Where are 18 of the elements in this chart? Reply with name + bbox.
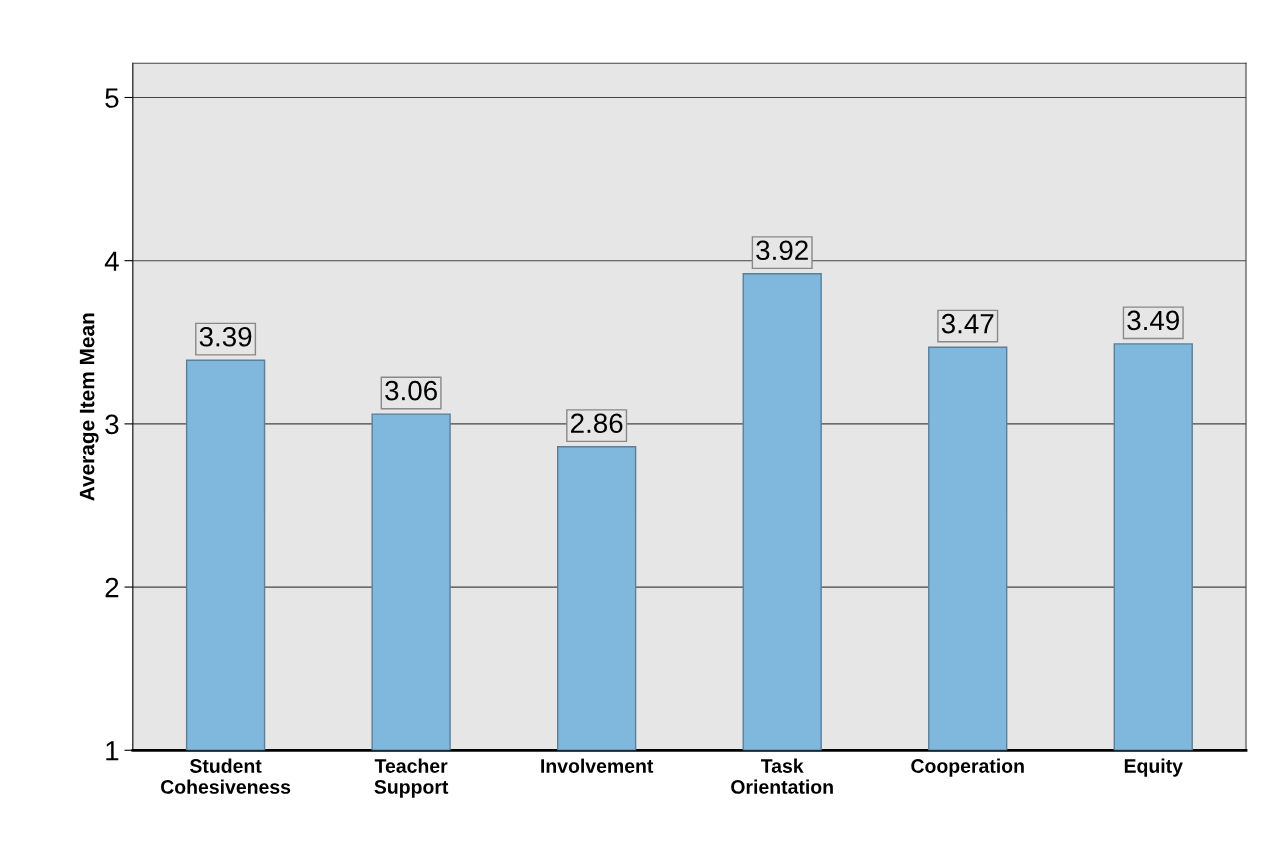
x-tick-label: Teacher Support <box>374 758 449 798</box>
y-axis-title: Average Item Mean <box>79 313 99 501</box>
data-label: 3.06 <box>385 380 437 401</box>
x-tick-label: Equity <box>1124 758 1183 777</box>
x-tick-label: Task Orientation <box>731 758 833 794</box>
data-label: 3.47 <box>941 313 994 334</box>
x-tick-label: Cooperation <box>911 758 1024 777</box>
data-label: 2.86 <box>571 413 623 434</box>
x-tick-label: Involvement <box>541 758 654 773</box>
y-tick-label: 1 <box>106 741 119 761</box>
data-label: 3.39 <box>199 326 252 347</box>
x-tick-label: Student Cohesiveness <box>161 758 291 794</box>
y-tick-label: 3 <box>105 414 119 435</box>
data-label: 3.92 <box>756 240 808 261</box>
y-tick-label: 4 <box>104 251 119 271</box>
y-tick-label: 5 <box>105 88 119 108</box>
y-tick-label: 2 <box>105 577 119 598</box>
data-label: 3.49 <box>1127 310 1179 331</box>
